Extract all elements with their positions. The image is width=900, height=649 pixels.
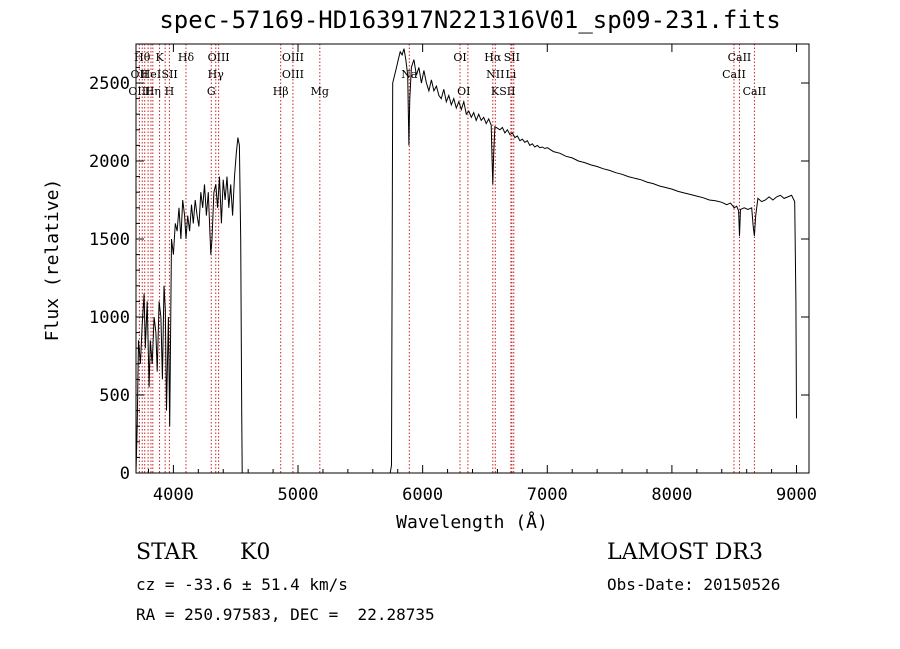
observation-date: Obs-Date: 20150526	[607, 575, 781, 594]
y-tick-label-3: 1500	[89, 230, 130, 250]
line-label-17: OI	[453, 51, 466, 64]
line-label-22: Li	[505, 68, 516, 81]
plot-frame	[135, 43, 810, 474]
object-class: STAR	[136, 540, 197, 565]
line-label-14: Hβ	[273, 85, 289, 98]
y-tick-label-0: 0	[120, 464, 130, 484]
line-label-1: OII	[131, 68, 149, 81]
y-tick-label-2: 1000	[89, 308, 130, 328]
line-label-0: Hθ	[134, 51, 151, 64]
y-axis-ticks: 0 500 1000 1500 2000 2500	[89, 51, 809, 484]
line-label-24: K	[491, 85, 500, 98]
line-markers	[138, 44, 755, 473]
survey-name: LAMOST DR3	[607, 540, 763, 565]
line-label-6: Hη	[145, 85, 161, 98]
x-tick-label-1: 5000	[278, 485, 319, 505]
line-label-11: G	[207, 85, 216, 98]
line-label-25: CaII	[728, 51, 752, 64]
line-label-9: OIII	[208, 51, 230, 64]
y-axis-label: Flux (relative)	[42, 179, 63, 342]
line-label-27: CaII	[743, 85, 767, 98]
line-label-15: Mg	[311, 85, 329, 98]
x-axis-ticks: 4000 5000 6000 7000 8000 9000	[147, 44, 817, 505]
object-subclass: K0	[240, 540, 271, 565]
line-label-3: K	[155, 51, 164, 64]
chart-title: spec-57169-HD163917N221316V01_sp09-231.f…	[159, 6, 781, 34]
line-label-8: Hδ	[178, 51, 195, 64]
line-label-7: H	[165, 85, 175, 98]
spectrum-segment-0	[135, 137, 243, 474]
spectrum-series	[135, 48, 797, 474]
line-label-4: HeI	[141, 68, 161, 81]
line-label-13: OIII	[282, 68, 304, 81]
line-label-20: NII	[486, 68, 504, 81]
line-label-19: Hα	[484, 51, 502, 64]
line-label-26: CaII	[722, 68, 746, 81]
x-tick-label-5: 9000	[776, 485, 817, 505]
line-label-23: SII	[499, 85, 515, 98]
x-axis-label: Wavelength (Å)	[396, 511, 548, 533]
y-tick-label-5: 2500	[89, 74, 130, 94]
line-label-2: OIII	[128, 85, 150, 98]
line-label-21: SII	[504, 51, 520, 64]
spectrum-segment-1	[389, 48, 797, 474]
y-tick-label-4: 2000	[89, 152, 130, 172]
x-tick-label-3: 7000	[527, 485, 568, 505]
x-tick-label-2: 6000	[402, 485, 443, 505]
line-label-5: SII	[162, 68, 178, 81]
line-label-16: Na	[401, 68, 418, 81]
y-tick-label-1: 500	[99, 386, 130, 406]
coordinates: RA = 250.97583, DEC = 22.28735	[136, 605, 435, 624]
line-label-10: Hγ	[208, 68, 225, 81]
line-label-12: OIII	[282, 51, 304, 64]
line-label-18: OI	[457, 85, 470, 98]
x-tick-label-0: 4000	[153, 485, 194, 505]
x-tick-label-4: 8000	[651, 485, 692, 505]
redshift-velocity: cz = -33.6 ± 51.4 km/s	[136, 575, 348, 594]
